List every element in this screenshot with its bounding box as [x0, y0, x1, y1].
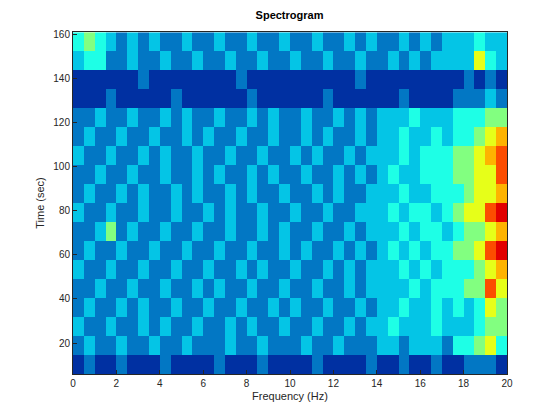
svg-text:80: 80 — [59, 205, 71, 216]
svg-text:20: 20 — [501, 378, 513, 389]
svg-text:16: 16 — [415, 378, 427, 389]
svg-text:Frequency (Hz): Frequency (Hz) — [252, 390, 328, 402]
svg-text:100: 100 — [53, 161, 70, 172]
svg-text:4: 4 — [157, 378, 163, 389]
svg-text:Time (sec): Time (sec) — [34, 177, 46, 229]
svg-text:0: 0 — [70, 378, 76, 389]
svg-text:40: 40 — [59, 293, 71, 304]
svg-text:6: 6 — [200, 378, 206, 389]
svg-text:120: 120 — [53, 117, 70, 128]
svg-text:10: 10 — [284, 378, 296, 389]
svg-text:140: 140 — [53, 73, 70, 84]
svg-text:2: 2 — [114, 378, 120, 389]
svg-text:8: 8 — [244, 378, 250, 389]
svg-text:12: 12 — [328, 378, 340, 389]
svg-text:Spectrogram: Spectrogram — [256, 9, 324, 21]
svg-text:18: 18 — [458, 378, 470, 389]
svg-text:14: 14 — [371, 378, 383, 389]
svg-text:160: 160 — [53, 29, 70, 40]
svg-text:20: 20 — [59, 338, 71, 349]
svg-text:60: 60 — [59, 249, 71, 260]
